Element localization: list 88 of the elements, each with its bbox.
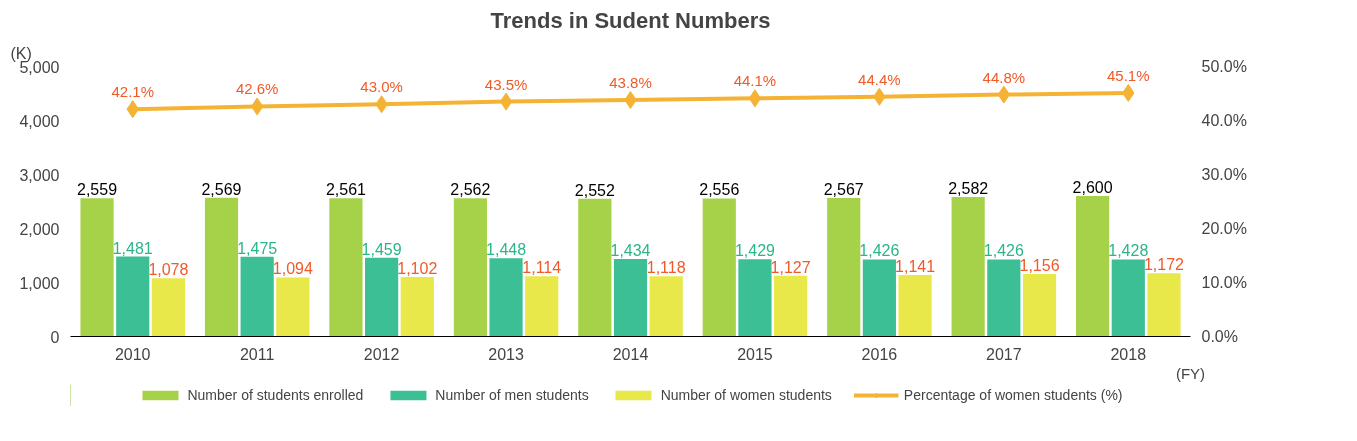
y-tick-label: 4,000 (19, 112, 60, 130)
data-label: 1,118 (646, 259, 686, 277)
y-tick-label: 1,000 (19, 274, 60, 292)
data-label: 1,114 (522, 259, 562, 277)
bar (774, 275, 808, 337)
data-label: 2,561 (325, 181, 367, 199)
bar (151, 278, 185, 337)
data-label: 1,426 (859, 242, 900, 260)
data-label: 2,582 (948, 180, 989, 198)
data-label: 44.1% (733, 72, 777, 90)
x-tick-label: 2014 (612, 345, 649, 363)
bar (329, 198, 363, 337)
y-tick-label: 2,000 (19, 220, 60, 238)
x-tick-label: 2016 (861, 345, 898, 363)
data-label: 1,094 (272, 260, 313, 278)
data-label: 43.8% (609, 73, 652, 91)
data-label: 2,600 (1072, 179, 1113, 197)
x-tick-label: 2011 (239, 345, 275, 363)
y2-tick-label: 50.0% (1201, 58, 1247, 75)
bar (827, 197, 861, 337)
bar (400, 276, 434, 337)
bar (116, 256, 150, 337)
x-tick-label: 2015 (737, 345, 773, 363)
bar (738, 259, 772, 337)
data-label: 44.4% (858, 70, 901, 88)
bar (987, 259, 1021, 337)
x-tick-label: 2013 (488, 345, 524, 363)
data-label: 1,481 (112, 239, 153, 257)
data-label: 1,156 (1019, 257, 1060, 275)
data-label: 1,475 (237, 239, 278, 257)
y2-tick-label: 20.0% (1201, 220, 1247, 237)
data-label: 1,448 (486, 241, 527, 259)
y-tick-label: 3,000 (19, 166, 60, 184)
bar (862, 259, 896, 337)
bar (578, 198, 612, 337)
legend-label: Number of men students (435, 387, 589, 403)
data-label: 1,434 (610, 242, 651, 260)
data-label: 1,172 (1143, 256, 1185, 274)
data-label: 44.8% (982, 68, 1026, 86)
bar (80, 198, 114, 337)
x-axis-title: (FY) (1175, 364, 1206, 382)
y-tick-label: 0 (50, 328, 60, 346)
bar (453, 198, 487, 337)
chart-title: Trends in Sudent Numbers (490, 7, 771, 33)
data-label: 2,562 (450, 181, 491, 199)
bar (489, 258, 523, 337)
legend-label: Number of women students (660, 387, 832, 403)
data-label: 2,567 (823, 180, 864, 198)
data-label: 2,556 (699, 181, 740, 199)
bar (1147, 273, 1181, 337)
data-label: 1,102 (397, 259, 438, 277)
bar (898, 274, 932, 337)
data-label: 1,459 (361, 240, 402, 258)
x-tick-label: 2017 (986, 345, 1022, 363)
data-label: 1,426 (983, 242, 1024, 260)
y2-tick-label: 10.0% (1201, 274, 1247, 291)
bar (204, 197, 239, 337)
legend-label: Percentage of women students (%) (903, 387, 1123, 403)
data-label: 1,429 (734, 242, 776, 260)
data-label: 42.1% (111, 83, 154, 101)
y2-tick-label: 30.0% (1201, 166, 1247, 183)
bar (1076, 196, 1110, 337)
bar (702, 198, 736, 337)
data-label: 2,552 (574, 181, 615, 199)
bar (1022, 274, 1057, 337)
bar (276, 277, 310, 337)
data-label: 45.1% (1107, 66, 1150, 84)
bar (613, 259, 648, 337)
bar (240, 256, 274, 337)
x-tick-label: 2012 (363, 345, 400, 363)
data-label: 1,141 (895, 257, 936, 275)
bar (1111, 259, 1145, 337)
y2-tick-label: 0.0% (1201, 328, 1238, 345)
data-label: 42.6% (235, 80, 279, 98)
x-tick-label: 2018 (1110, 345, 1147, 363)
data-label: 1,078 (148, 261, 189, 279)
x-tick-label: 2010 (114, 345, 151, 363)
legend-label: Number of students enrolled (187, 387, 364, 403)
bar (525, 276, 559, 337)
bar (365, 257, 399, 337)
data-label: 2,559 (77, 181, 118, 199)
bar (951, 197, 985, 337)
y2-tick-label: 40.0% (1201, 112, 1247, 129)
data-label: 1,127 (770, 258, 811, 276)
data-label: 43.5% (484, 75, 528, 93)
data-label: 43.0% (360, 78, 403, 96)
data-label: 2,569 (201, 180, 242, 198)
bar (649, 276, 683, 337)
